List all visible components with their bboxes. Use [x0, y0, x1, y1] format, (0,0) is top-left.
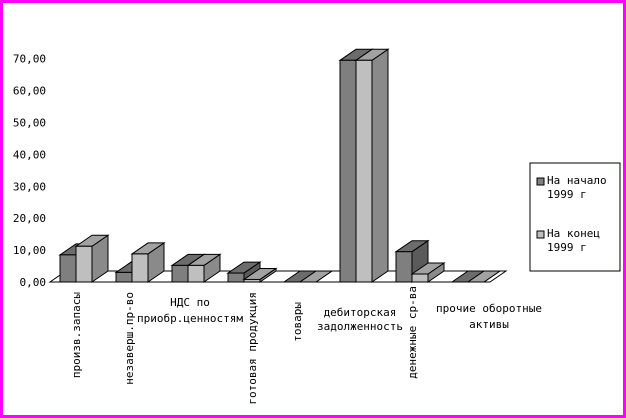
category-label-7: денежные ср-ва	[406, 286, 419, 379]
category-label-3-line2: приобр.ценностям	[137, 312, 243, 325]
y-tick-label: 10,00	[13, 244, 46, 257]
bars-group	[58, 48, 502, 283]
y-tick-label: 60,00	[13, 85, 46, 98]
bar-2-7	[410, 262, 446, 283]
category-label-8-line2: активы	[469, 318, 509, 331]
bar-2-6	[354, 48, 390, 283]
category-label-6-line1: дебиторская	[324, 306, 397, 319]
category-label-8-line1: прочие оборотные	[436, 302, 542, 315]
y-tick-label: 20,00	[13, 212, 46, 225]
legend-label-series2-line1: На конец	[547, 227, 600, 240]
category-label-1: произв.запасы	[70, 292, 83, 378]
legend-label-series2-line2: 1999 г	[547, 241, 587, 254]
bar-front	[115, 271, 133, 283]
bar-front	[131, 253, 149, 283]
bar-front	[75, 245, 93, 283]
bar-2-2	[130, 241, 166, 283]
bar-front	[355, 59, 373, 283]
bar-front	[395, 251, 413, 283]
y-tick-label: 50,00	[13, 117, 46, 130]
bar-2-5	[298, 270, 334, 283]
bar-2-4	[242, 267, 278, 283]
bar-side	[371, 48, 389, 283]
category-label-3-line1: НДС по	[170, 296, 210, 309]
legend-box	[529, 162, 621, 272]
bar-front	[243, 278, 261, 283]
bar-front	[187, 264, 205, 283]
value-axis: 0,00 10,00 20,00 30,00 40,00 50,00 60,00 70,00	[13, 53, 508, 289]
bar-2-1	[74, 234, 110, 283]
legend: На начало 1999 г На конец 1999 г	[529, 162, 621, 272]
legend-label-series1-line1: На начало	[547, 174, 607, 187]
y-tick-label: 40,00	[13, 148, 46, 161]
category-label-4: готовая продукция	[246, 292, 259, 405]
bar-front	[171, 264, 189, 283]
category-labels: произв.запасы незаверш.пр-во НДС по приобр.…	[70, 286, 542, 405]
legend-label-series1-line2: 1999 г	[547, 188, 587, 201]
legend-swatch-series1	[536, 177, 545, 186]
category-label-2: незаверш.пр-во	[123, 292, 136, 385]
legend-swatch-series2	[536, 230, 545, 239]
y-tick-label: 30,00	[13, 180, 46, 193]
bar-front	[227, 272, 245, 283]
bar-top	[298, 270, 334, 283]
bar-2-8	[466, 270, 502, 283]
category-label-5: товары	[291, 302, 304, 342]
bar-front	[339, 59, 357, 283]
category-label-6-line2: задолженность	[317, 320, 403, 333]
y-tick-label: 0,00	[20, 276, 47, 289]
bar-front	[411, 273, 429, 283]
y-tick-label: 70,00	[13, 53, 46, 66]
bar-2-3	[186, 253, 222, 283]
bar-top	[466, 270, 502, 283]
bar-front	[59, 254, 77, 283]
